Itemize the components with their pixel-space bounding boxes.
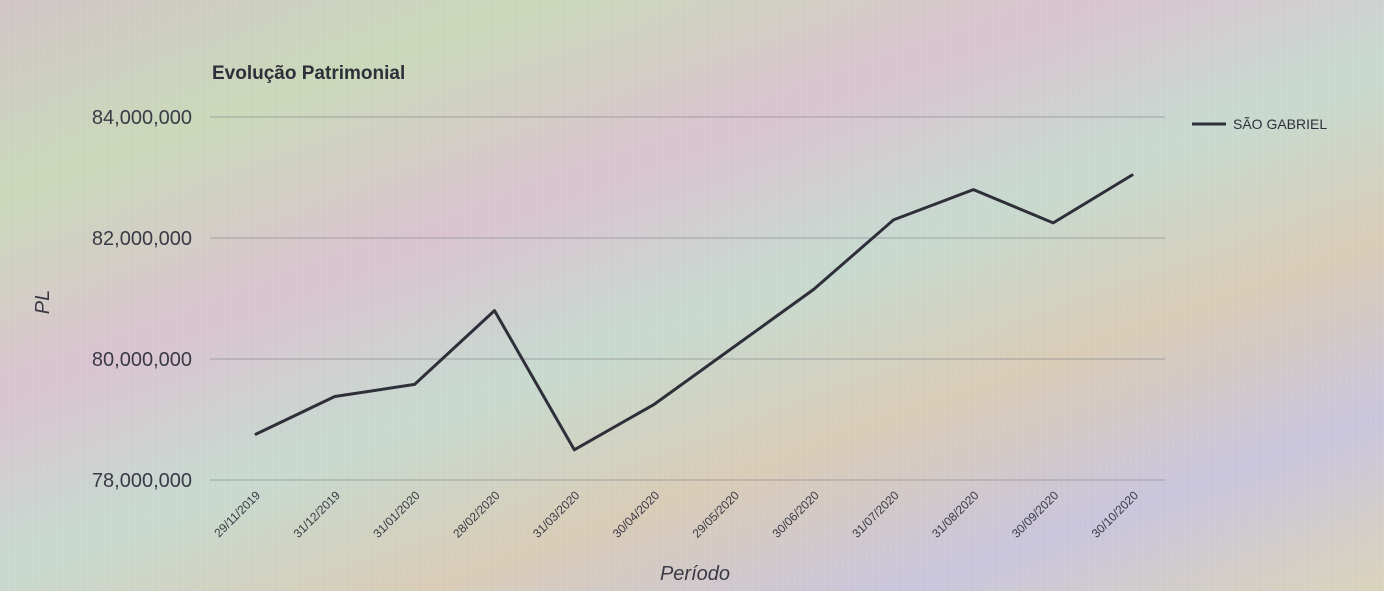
x-axis-label: Período: [660, 563, 730, 585]
x-tick-label: 31/12/2019: [291, 488, 344, 541]
chart-title: Evolução Patrimonial: [212, 63, 405, 84]
x-tick-label: 30/06/2020: [769, 488, 822, 541]
legend: SÃO GABRIEL: [1192, 116, 1327, 132]
y-tick-label: 78,000,000: [92, 470, 192, 492]
y-axis-label: PL: [32, 290, 54, 314]
x-tick-label: 31/03/2020: [530, 488, 583, 541]
x-axis-ticks: 29/11/2019 31/12/2019 31/01/2020 28/02/2020…: [211, 488, 1141, 541]
x-tick-label: 28/02/2020: [450, 488, 503, 541]
x-tick-label: 31/01/2020: [370, 488, 423, 541]
data-point: [733, 346, 735, 348]
series-line: [254, 173, 1134, 452]
data-point: [1132, 173, 1134, 175]
x-tick-label: 29/11/2019: [211, 488, 263, 540]
x-tick-label: 31/08/2020: [929, 488, 982, 541]
y-tick-label: 82,000,000: [92, 228, 192, 250]
data-point: [414, 383, 416, 385]
data-point: [334, 396, 336, 398]
series-lines: [254, 173, 1134, 452]
data-point: [573, 449, 575, 451]
data-point: [813, 288, 815, 290]
data-point: [493, 310, 495, 312]
x-tick-label: 31/07/2020: [849, 488, 902, 541]
x-tick-label: 30/09/2020: [1009, 488, 1062, 541]
data-point: [1052, 222, 1054, 224]
x-tick-label: 30/10/2020: [1089, 488, 1142, 541]
y-tick-label: 80,000,000: [92, 349, 192, 371]
data-point: [254, 434, 256, 436]
y-tick-label: 84,000,000: [92, 107, 192, 129]
x-tick-label: 30/04/2020: [610, 488, 663, 541]
data-point: [972, 189, 974, 191]
data-point: [653, 403, 655, 405]
y-axis-ticks: 78,000,000 80,000,000 82,000,000 84,000,000: [92, 107, 192, 492]
gridlines: [210, 116, 1165, 481]
data-point: [893, 219, 895, 221]
legend-label: SÃO GABRIEL: [1233, 116, 1327, 132]
x-tick-label: 29/05/2020: [690, 488, 743, 541]
